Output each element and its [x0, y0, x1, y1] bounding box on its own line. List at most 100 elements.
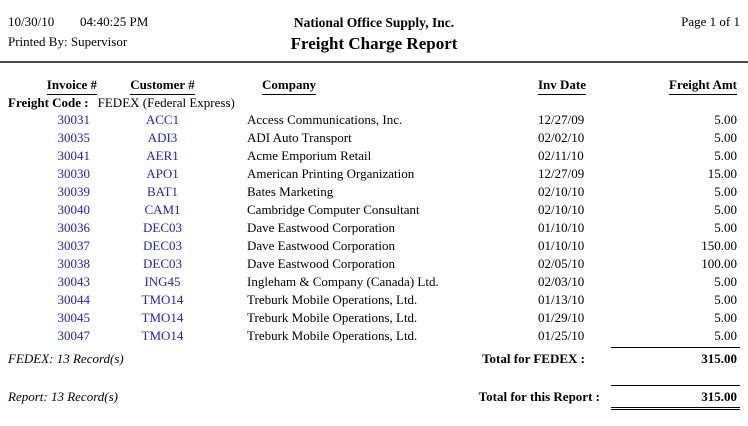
report-header: 10/30/10 04:40:25 PM Printed By: Supervi…: [0, 0, 748, 63]
invoice-number-link[interactable]: 30037: [57, 238, 91, 253]
company-name: Dave Eastwood Corporation: [247, 238, 396, 253]
customer-number-link[interactable]: ADI3: [147, 130, 178, 145]
table-row: 30045 TMO14 Treburk Mobile Operations, L…: [8, 309, 740, 327]
company-name: American Printing Organization: [247, 166, 415, 181]
invoice-date: 01/10/10: [538, 220, 585, 235]
invoice-date: 01/25/10: [538, 328, 585, 343]
freight-amount: 5.00: [714, 130, 737, 145]
group-total-amount: 315.00: [611, 347, 740, 369]
customer-number-link[interactable]: TMO14: [141, 328, 184, 343]
customer-number-link[interactable]: CAM1: [144, 202, 181, 217]
invoice-number-link[interactable]: 30039: [57, 184, 91, 199]
invoice-date: 02/10/10: [538, 202, 585, 217]
table-row: 30040 CAM1 Cambridge Computer Consultant…: [8, 201, 740, 219]
company-name: Treburk Mobile Operations, Ltd.: [247, 310, 418, 325]
invoice-date: 01/10/10: [538, 238, 585, 253]
invoice-date: 01/29/10: [538, 310, 585, 325]
group-footer-fedex: FEDEX: 13 Record(s) Total for FEDEX : 31…: [8, 347, 740, 369]
column-header-invdate: Inv Date: [538, 77, 628, 95]
table-row: 30036 DEC03 Dave Eastwood Corporation 01…: [8, 219, 740, 237]
company-name: Treburk Mobile Operations, Ltd.: [247, 292, 418, 307]
company-title: National Office Supply, Inc.: [293, 15, 455, 30]
invoice-date: 02/05/10: [538, 256, 585, 271]
customer-number-link[interactable]: ACC1: [145, 112, 180, 127]
table-header-row: Invoice # Customer # Company Inv Date Fr…: [8, 77, 740, 95]
report-title: Freight Charge Report: [290, 34, 458, 53]
invoice-number-link[interactable]: 30036: [57, 220, 91, 235]
freight-amount: 5.00: [714, 148, 737, 163]
freight-amount: 5.00: [714, 328, 737, 343]
freight-code-group-header: Freight Code : FEDEX (Federal Express): [8, 95, 740, 111]
freight-code-value: FEDEX (Federal Express): [97, 95, 235, 110]
freight-amount: 5.00: [714, 274, 737, 289]
column-header-customer: Customer #: [105, 77, 220, 95]
table-row: 30035 ADI3 ADI Auto Transport 02/02/10 5…: [8, 129, 740, 147]
freight-amount: 5.00: [714, 292, 737, 307]
invoice-number-link[interactable]: 30030: [57, 166, 91, 181]
invoice-date: 01/13/10: [538, 292, 585, 307]
invoice-number-link[interactable]: 30043: [57, 274, 91, 289]
printed-by: Printed By: Supervisor: [8, 34, 128, 49]
invoice-date: 02/11/10: [538, 148, 584, 163]
report-record-count: Report: 13 Record(s): [8, 389, 118, 404]
invoice-number-link[interactable]: 30038: [57, 256, 91, 271]
column-header-invoice: Invoice #: [8, 77, 105, 95]
freight-amount: 15.00: [707, 166, 737, 181]
customer-number-link[interactable]: APO1: [146, 166, 179, 181]
table-row: 30038 DEC03 Dave Eastwood Corporation 02…: [8, 255, 740, 273]
freight-amount: 150.00: [701, 238, 737, 253]
table-row: 30044 TMO14 Treburk Mobile Operations, L…: [8, 291, 740, 309]
customer-number-link[interactable]: DEC03: [143, 238, 182, 253]
print-date: 10/30/10: [8, 14, 55, 29]
customer-number-link[interactable]: ING45: [144, 274, 181, 289]
invoice-number-link[interactable]: 30047: [57, 328, 91, 343]
invoice-date: 02/02/10: [538, 130, 585, 145]
freight-amount: 5.00: [714, 184, 737, 199]
invoice-date: 12/27/09: [538, 166, 585, 181]
company-name: Bates Marketing: [247, 184, 334, 199]
freight-amount: 100.00: [701, 256, 737, 271]
company-name: Ingleham & Company (Canada) Ltd.: [247, 274, 439, 289]
invoice-date: 02/03/10: [538, 274, 585, 289]
customer-number-link[interactable]: AER1: [146, 148, 179, 163]
report-total-label: Total for this Report :: [478, 389, 600, 404]
customer-number-link[interactable]: DEC03: [143, 220, 182, 235]
table-row: 30041 AER1 Acme Emporium Retail 02/11/10…: [8, 147, 740, 165]
column-header-company: Company: [220, 77, 538, 95]
page-number: Page 1 of 1: [681, 14, 740, 29]
customer-number-link[interactable]: TMO14: [141, 310, 184, 325]
table-body: 30031 ACC1 Access Communications, Inc. 1…: [0, 111, 748, 345]
freight-amount: 5.00: [714, 310, 737, 325]
group-total-label: Total for FEDEX :: [482, 351, 585, 366]
freight-code-label: Freight Code :: [8, 95, 89, 110]
company-name: Dave Eastwood Corporation: [247, 256, 396, 271]
customer-number-link[interactable]: DEC03: [143, 256, 182, 271]
invoice-number-link[interactable]: 30035: [57, 130, 91, 145]
report-footer: Report: 13 Record(s) Total for this Repo…: [8, 385, 740, 410]
invoice-number-link[interactable]: 30031: [57, 112, 91, 127]
table-row: 30037 DEC03 Dave Eastwood Corporation 01…: [8, 237, 740, 255]
column-header-amount: Freight Amt: [628, 77, 740, 95]
invoice-number-link[interactable]: 30040: [57, 202, 91, 217]
print-time: 04:40:25 PM: [80, 14, 149, 29]
group-record-count: FEDEX: 13 Record(s): [8, 351, 124, 366]
invoice-number-link[interactable]: 30045: [57, 310, 91, 325]
table-row: 30039 BAT1 Bates Marketing 02/10/10 5.00: [8, 183, 740, 201]
freight-amount: 5.00: [714, 202, 737, 217]
company-name: Cambridge Computer Consultant: [247, 202, 420, 217]
table-row: 30030 APO1 American Printing Organizatio…: [8, 165, 740, 183]
table-row: 30031 ACC1 Access Communications, Inc. 1…: [8, 111, 740, 129]
invoice-number-link[interactable]: 30041: [57, 148, 91, 163]
freight-amount: 5.00: [714, 112, 737, 127]
company-name: Dave Eastwood Corporation: [247, 220, 396, 235]
company-name: Access Communications, Inc.: [247, 112, 403, 127]
invoice-number-link[interactable]: 30044: [57, 292, 91, 307]
customer-number-link[interactable]: BAT1: [146, 184, 179, 199]
company-name: Treburk Mobile Operations, Ltd.: [247, 328, 418, 343]
invoice-date: 12/27/09: [538, 112, 585, 127]
customer-number-link[interactable]: TMO14: [141, 292, 184, 307]
table-row: 30047 TMO14 Treburk Mobile Operations, L…: [8, 327, 740, 345]
company-name: Acme Emporium Retail: [247, 148, 372, 163]
company-name: ADI Auto Transport: [247, 130, 352, 145]
report-total-amount: 315.00: [611, 385, 740, 410]
